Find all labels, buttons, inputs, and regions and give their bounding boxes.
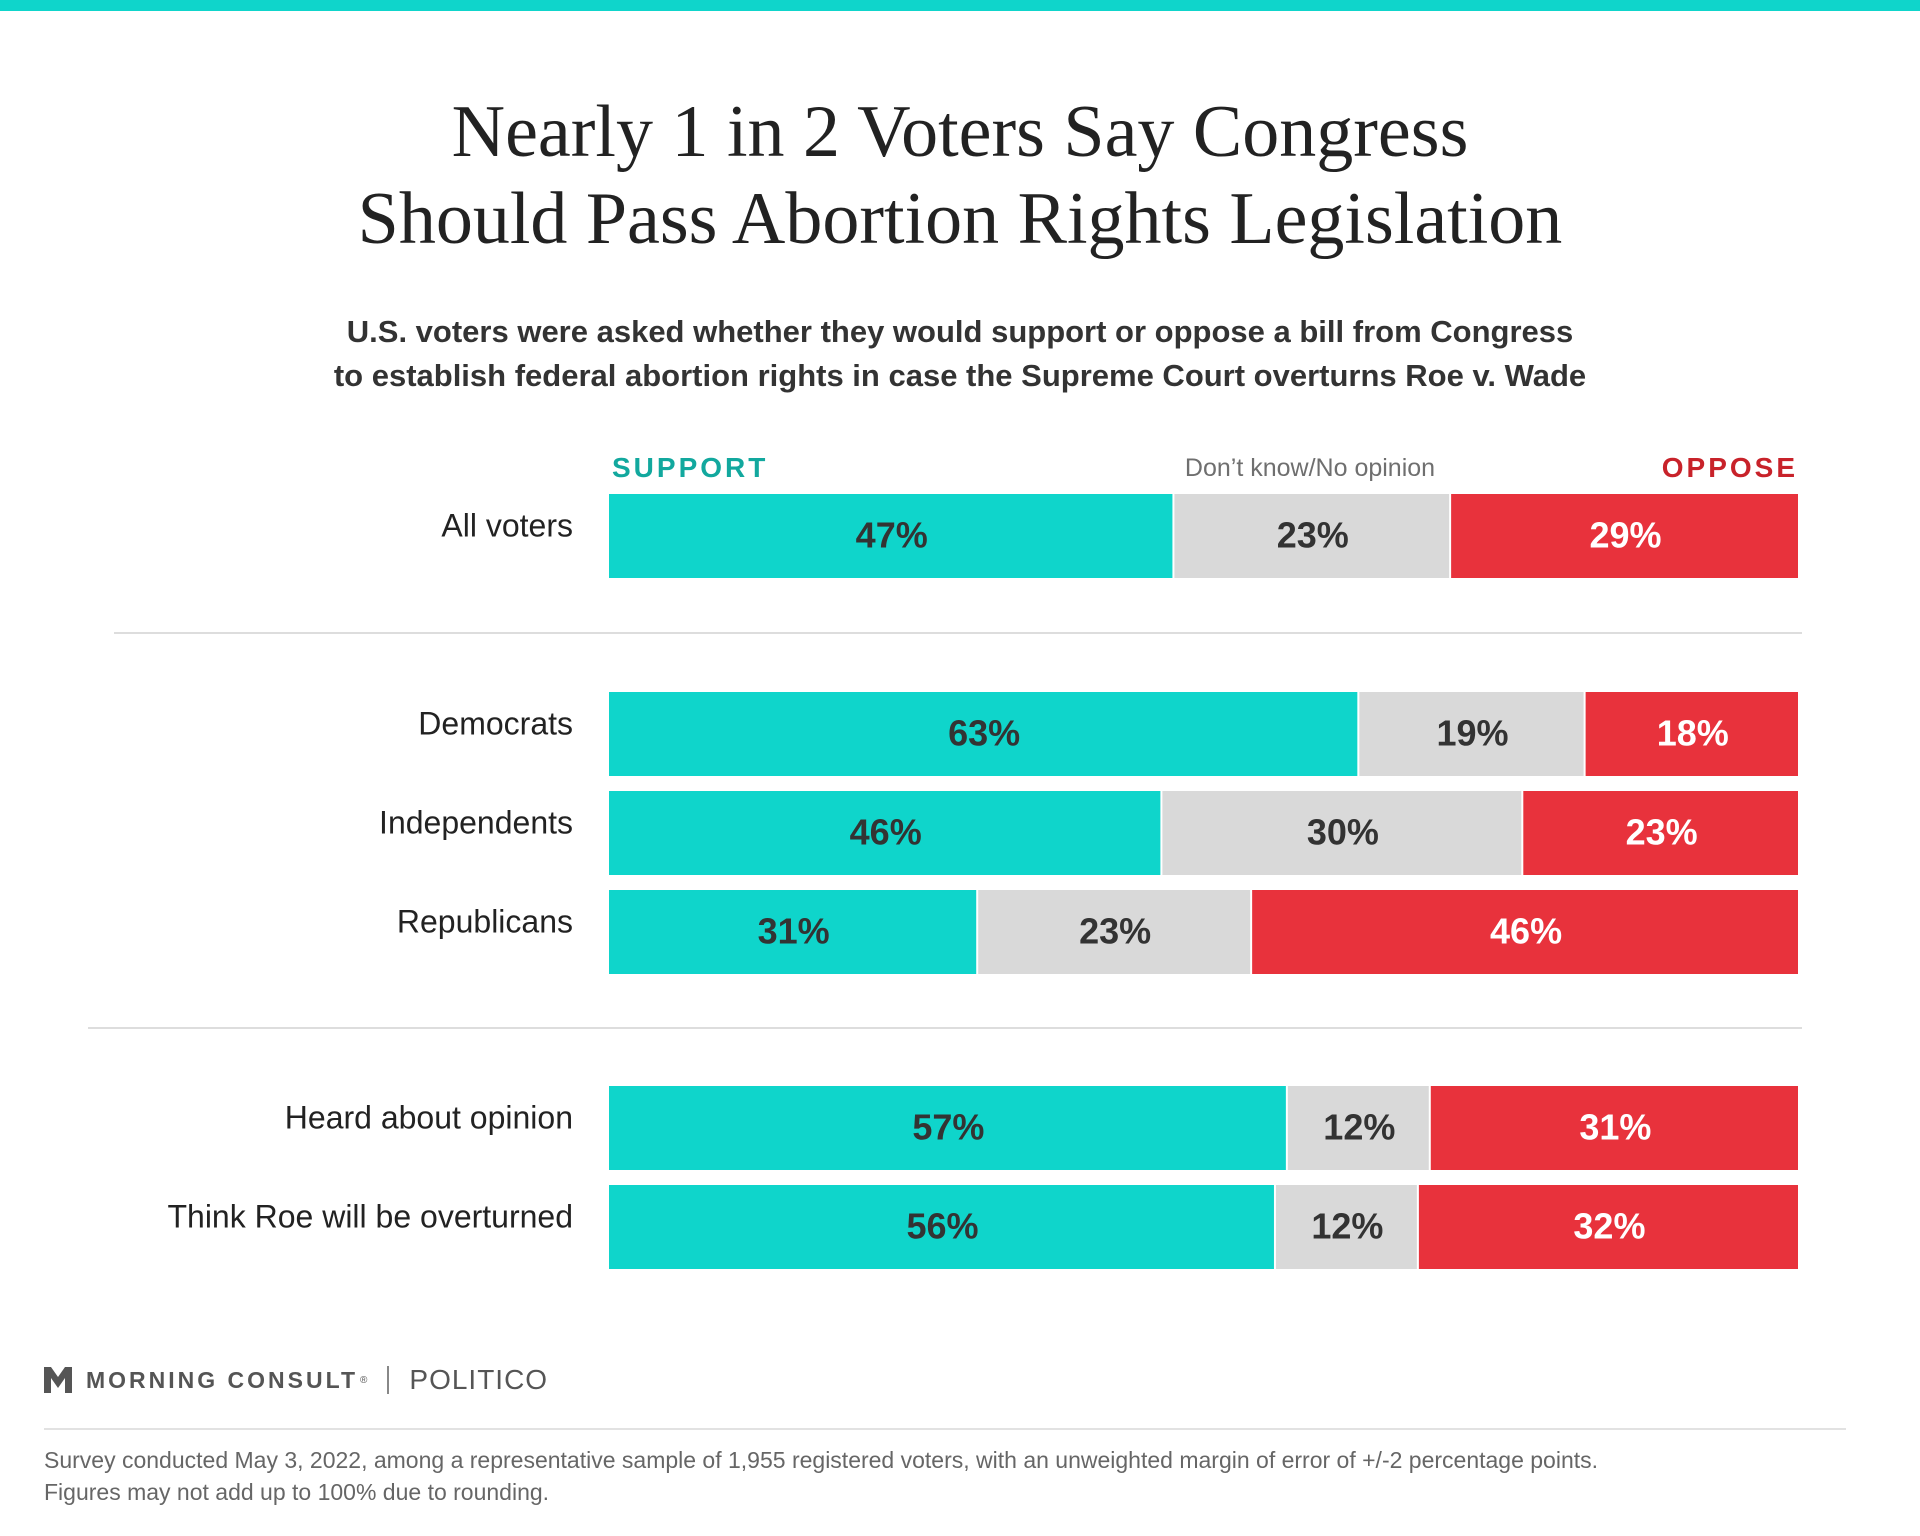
chart-subtitle-line-2: to establish federal abortion rights in … <box>333 358 1587 393</box>
data-label-dont-know: 30% <box>1307 812 1379 853</box>
bar-segment-oppose <box>1430 1086 1798 1170</box>
row-label: Heard about opinion <box>285 1099 573 1135</box>
row-label: Democrats <box>418 705 573 741</box>
bar-segment-dont-know <box>1275 1185 1417 1269</box>
bar-segment-support <box>609 1086 1286 1170</box>
data-label-dont-know: 23% <box>1277 515 1349 556</box>
row-label: Independents <box>379 804 573 840</box>
bar-segment-support <box>609 692 1358 776</box>
footnote-methodology: Survey conducted May 3, 2022, among a re… <box>44 1447 1599 1473</box>
data-label-support: 47% <box>856 515 928 556</box>
footnote-rounding: Figures may not add up to 100% due to ro… <box>44 1479 550 1505</box>
data-label-support: 63% <box>948 713 1020 754</box>
data-label-oppose: 29% <box>1590 515 1662 556</box>
bar-segment-support <box>609 494 1173 578</box>
data-label-oppose: 23% <box>1626 812 1698 853</box>
chart-title-line-2: Should Pass Abortion Rights Legislation <box>357 178 1563 260</box>
bar-segment-oppose <box>1252 890 1798 974</box>
data-label-dont-know: 12% <box>1323 1107 1395 1148</box>
brand-morning-consult: MORNING CONSULT <box>86 1366 359 1393</box>
legend-support: SUPPORT <box>612 452 769 483</box>
brand-footer: MORNING CONSULT ® POLITICO <box>44 1362 548 1398</box>
data-label-oppose: 32% <box>1573 1206 1645 1247</box>
bar-segment-dont-know <box>1174 494 1450 578</box>
data-label-support: 56% <box>906 1206 978 1247</box>
bar-segment-oppose <box>1585 692 1798 776</box>
bar-segment-oppose <box>1418 1185 1798 1269</box>
data-label-support: 46% <box>850 812 922 853</box>
bar-segment-oppose <box>1451 494 1798 578</box>
legend-dont-know: Don’t know/No opinion <box>1184 454 1436 482</box>
bar-segment-support <box>609 791 1161 875</box>
data-label-support: 31% <box>758 911 830 952</box>
chart-subtitle-line-1: U.S. voters were asked whether they woul… <box>346 314 1574 349</box>
brand-politico: POLITICO <box>409 1364 549 1395</box>
bars-layer: All voters 47% 23% 29% Democrats 63% 19% 18% Ind… <box>167 494 1798 1269</box>
data-label-oppose: 31% <box>1579 1107 1651 1148</box>
legend-oppose: OPPOSE <box>1661 452 1798 483</box>
data-label-oppose: 18% <box>1657 713 1729 754</box>
bar-segment-dont-know <box>1359 692 1584 776</box>
brand-divider <box>387 1366 390 1394</box>
data-label-dont-know: 19% <box>1436 713 1508 754</box>
bar-segment-dont-know <box>1287 1086 1429 1170</box>
morning-consult-logo-icon <box>44 1367 72 1393</box>
data-label-dont-know: 23% <box>1079 911 1151 952</box>
registered-mark: ® <box>360 1374 368 1386</box>
data-label-dont-know: 12% <box>1311 1206 1383 1247</box>
bar-segment-support <box>609 1185 1274 1269</box>
bar-segment-support <box>609 890 977 974</box>
row-label: All voters <box>441 507 573 543</box>
bar-segment-dont-know <box>978 890 1251 974</box>
data-label-oppose: 46% <box>1490 911 1562 952</box>
row-label: Think Roe will be overturned <box>167 1198 573 1234</box>
bar-segment-oppose <box>1523 791 1798 875</box>
chart-title-line-1: Nearly 1 in 2 Voters Say Congress <box>451 91 1469 173</box>
footer-divider <box>44 1428 1846 1430</box>
row-label: Republicans <box>397 903 573 939</box>
data-label-support: 57% <box>912 1107 984 1148</box>
bar-segment-dont-know <box>1162 791 1522 875</box>
top-accent-bar <box>0 0 1920 11</box>
